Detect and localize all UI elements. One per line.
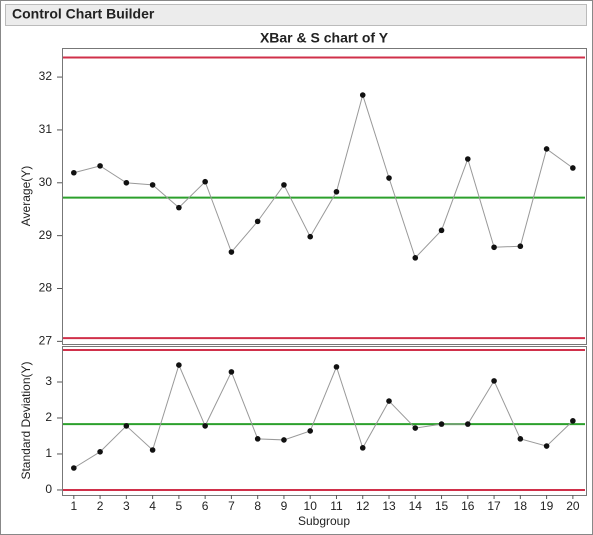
data-point xyxy=(254,218,261,225)
panel-frame xyxy=(62,48,587,345)
data-point xyxy=(176,204,182,211)
data-point xyxy=(281,182,287,188)
x-tick-label: 20 xyxy=(566,499,580,513)
x-tick-label: 2 xyxy=(97,499,104,513)
data-line xyxy=(73,93,574,259)
y-tick-label: 0 xyxy=(45,482,52,496)
data-point xyxy=(386,398,392,404)
panel-frame xyxy=(62,346,587,496)
data-point xyxy=(202,178,208,185)
x-tick-label: 6 xyxy=(202,499,209,513)
data-point xyxy=(438,421,445,427)
header-bar xyxy=(5,4,587,26)
y-tick-label: 32 xyxy=(39,69,53,83)
data-point xyxy=(307,233,314,240)
data-point xyxy=(71,169,77,176)
data-point xyxy=(543,443,550,449)
data-point xyxy=(359,92,366,98)
data-point xyxy=(491,378,497,384)
data-point xyxy=(149,182,156,188)
data-point xyxy=(202,423,208,429)
data-point xyxy=(71,465,77,471)
data-point xyxy=(412,255,419,261)
y-tick-label: 28 xyxy=(39,281,53,295)
x-tick-label: 17 xyxy=(487,499,501,513)
data-point xyxy=(412,425,419,431)
data-point xyxy=(123,179,130,186)
data-point xyxy=(97,163,103,169)
data-point xyxy=(333,188,340,195)
data-point xyxy=(543,146,550,152)
chart-title: XBar & S chart of Y xyxy=(260,30,389,46)
data-point xyxy=(438,227,445,234)
data-point xyxy=(97,449,103,455)
data-point xyxy=(228,369,235,375)
x-tick-label: 11 xyxy=(330,499,343,513)
x-tick-label: 12 xyxy=(356,499,370,513)
data-point xyxy=(517,243,524,250)
data-point xyxy=(333,364,340,370)
x-tick-label: 13 xyxy=(382,499,396,513)
x-tick-label: 10 xyxy=(304,499,318,513)
x-tick-label: 16 xyxy=(461,499,475,513)
y-tick-label: 3 xyxy=(45,374,52,388)
data-point xyxy=(176,362,182,368)
data-point xyxy=(307,428,314,434)
x-tick-label: 14 xyxy=(409,499,423,513)
data-point xyxy=(149,447,156,453)
x-tick-label: 5 xyxy=(176,499,183,513)
x-tick-label: 3 xyxy=(123,499,130,513)
header-title: Control Chart Builder xyxy=(12,6,155,22)
data-point xyxy=(228,249,235,255)
data-point xyxy=(465,421,471,427)
x-tick-label: 7 xyxy=(228,499,235,513)
data-point xyxy=(491,244,497,251)
x-axis-label: Subgroup xyxy=(298,514,350,528)
y-tick-label: 2 xyxy=(45,410,52,424)
data-point xyxy=(517,436,524,442)
data-point xyxy=(465,156,471,162)
data-point xyxy=(254,436,261,442)
data-point xyxy=(123,423,130,429)
y-tick-label: 31 xyxy=(39,122,53,136)
data-point xyxy=(281,437,287,443)
x-tick-label: 8 xyxy=(254,499,261,513)
y-axis-label: Average(Y) xyxy=(19,166,33,226)
data-point xyxy=(570,165,576,171)
y-tick-label: 29 xyxy=(39,228,53,242)
x-tick-label: 15 xyxy=(435,499,449,513)
x-tick-label: 1 xyxy=(70,499,77,513)
y-axis-label: Standard Deviation(Y) xyxy=(19,361,33,479)
x-tick-label: 18 xyxy=(514,499,528,513)
data-point xyxy=(570,418,576,424)
data-line xyxy=(73,363,574,469)
data-point xyxy=(359,445,366,451)
x-tick-label: 19 xyxy=(540,499,554,513)
y-tick-label: 1 xyxy=(45,446,52,460)
x-tick-label: 9 xyxy=(281,499,288,513)
x-tick-label: 4 xyxy=(149,499,156,513)
y-tick-label: 30 xyxy=(39,175,53,189)
y-tick-label: 27 xyxy=(39,334,53,348)
data-point xyxy=(386,175,392,181)
